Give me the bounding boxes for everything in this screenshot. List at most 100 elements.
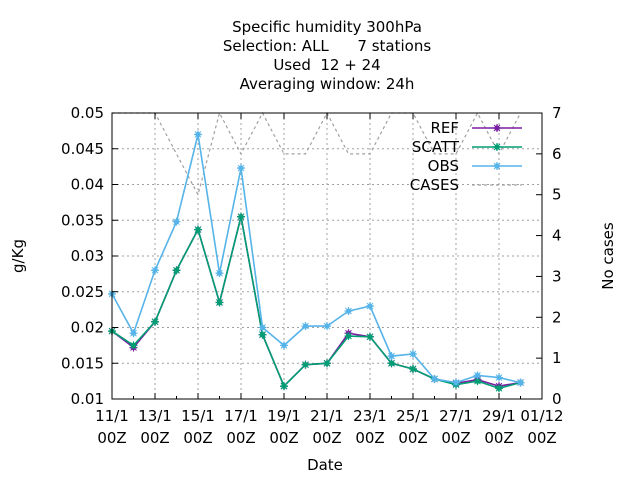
marker-diag2	[323, 359, 331, 367]
data-point-obs	[516, 378, 525, 387]
marker-diag2	[302, 361, 309, 369]
marker-diag2	[130, 329, 137, 337]
data-point-obs	[172, 217, 181, 226]
marker-diag2	[495, 374, 503, 381]
x-tick-sublabel: 00Z	[527, 429, 556, 447]
marker-diag2	[259, 331, 266, 339]
marker-diag2	[345, 307, 352, 315]
data-point-scatt	[151, 317, 159, 326]
data-point-obs	[473, 371, 482, 380]
data-point-scatt	[129, 341, 138, 350]
marker-diag2	[495, 384, 503, 392]
data-point-scatt	[301, 360, 310, 369]
data-point-scatt	[366, 332, 374, 341]
marker-diag2	[493, 143, 501, 151]
x-tick-label: 27/1	[439, 407, 473, 425]
x-tick-sublabel: 00Z	[484, 429, 513, 447]
marker-diag2	[280, 342, 288, 349]
data-point-obs	[258, 323, 267, 332]
x-tick-sublabel: 00Z	[226, 429, 255, 447]
x-tick-sublabel: 00Z	[140, 429, 169, 447]
marker-diag2	[388, 352, 395, 360]
data-point-scatt	[409, 364, 417, 373]
data-point-scatt	[495, 384, 503, 393]
marker-diag2	[173, 266, 180, 274]
title-line-3: Used 12 + 24	[273, 56, 380, 74]
series-line-cases	[112, 111, 522, 197]
legend-label-obs: OBS	[428, 157, 459, 175]
x-tick-label: 25/1	[396, 407, 430, 425]
x-tick-sublabel: 00Z	[398, 429, 427, 447]
plot-series	[108, 111, 525, 393]
marker-diag2	[517, 379, 524, 386]
data-point-obs	[129, 329, 138, 338]
marker-diag2	[345, 332, 352, 340]
y-tick-label: 0.025	[61, 283, 104, 301]
x-tick-label: 23/1	[353, 407, 387, 425]
data-point-obs	[280, 341, 288, 350]
marker-diag2	[323, 322, 331, 330]
y-tick-label: 0.02	[71, 319, 104, 337]
grid	[112, 113, 542, 399]
marker-diag2	[151, 318, 159, 326]
x-axis-label: Date	[307, 456, 343, 474]
y2-axis-label: No cases	[599, 222, 617, 290]
legend-label-scatt: SCATT	[412, 138, 460, 156]
y2-tick-label: 3	[552, 267, 562, 285]
data-point-obs	[301, 322, 310, 331]
x-tick-sublabel: 00Z	[183, 429, 212, 447]
marker-diag2	[151, 266, 159, 274]
data-point-scatt	[323, 359, 331, 368]
marker-diag2	[259, 324, 266, 331]
data-point-obs	[495, 373, 503, 382]
title-line-2: Selection: ALL 7 stations	[223, 37, 431, 55]
data-point-obs	[452, 378, 460, 387]
marker-diag2	[280, 382, 288, 390]
x-tick-label: 21/1	[310, 407, 344, 425]
data-point-scatt	[280, 382, 288, 391]
data-point-obs	[344, 307, 353, 316]
x-tick-label: 29/1	[482, 407, 516, 425]
x-tick-label: 15/1	[181, 407, 215, 425]
y-axis-label: g/Kg	[9, 239, 27, 273]
marker-diag2	[388, 359, 395, 367]
series-line-ref	[111, 216, 521, 388]
marker-diag2	[216, 269, 223, 277]
marker-diag2	[194, 131, 202, 138]
data-point-scatt	[387, 359, 396, 368]
legend-label-cases: CASES	[410, 176, 459, 194]
title-line-1: Specific humidity 300hPa	[232, 18, 422, 36]
y-tick-label: 0.015	[61, 354, 104, 372]
y2-tick-label: 2	[552, 308, 562, 326]
legend-marker-obs	[493, 162, 501, 170]
legend-label-ref: REF	[430, 119, 459, 137]
marker-diag2	[366, 302, 374, 310]
data-point-obs	[237, 164, 245, 173]
marker-diag2	[474, 372, 481, 379]
marker-diag2	[409, 350, 417, 358]
marker-diag2	[409, 365, 417, 373]
chart-title: Specific humidity 300hPa Selection: ALL …	[223, 18, 431, 93]
data-point-obs	[387, 352, 396, 361]
marker-diag2	[474, 377, 481, 385]
data-point-obs	[215, 269, 224, 278]
y-tick-label: 0.03	[71, 247, 104, 265]
marker-diag2	[130, 342, 137, 349]
legend-marker-ref	[493, 124, 501, 132]
marker-diag2	[173, 218, 180, 226]
marker-diag2	[216, 299, 223, 306]
x-tick-sublabel: 00Z	[269, 429, 298, 447]
data-point-obs	[430, 374, 439, 383]
marker-diag2	[366, 333, 374, 341]
y-tick-label: 0.01	[71, 390, 104, 408]
marker-diag2	[237, 164, 245, 172]
data-point-scatt	[258, 330, 267, 339]
y2-tick-label: 7	[552, 104, 562, 122]
data-point-scatt	[344, 332, 353, 341]
y2-tick-label: 6	[552, 145, 562, 163]
data-point-obs	[323, 322, 331, 331]
marker-diag2	[431, 375, 438, 383]
x-tick-sublabel: 00Z	[355, 429, 384, 447]
